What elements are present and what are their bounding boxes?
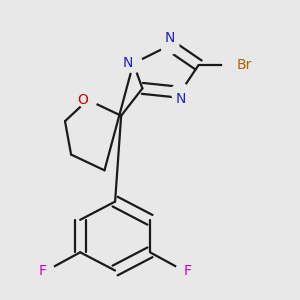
Text: O: O	[77, 93, 88, 107]
Circle shape	[79, 91, 97, 109]
Text: Br: Br	[236, 58, 252, 72]
Text: F: F	[39, 263, 47, 278]
Circle shape	[223, 51, 250, 79]
Circle shape	[160, 36, 179, 54]
Text: N: N	[175, 92, 185, 106]
Circle shape	[176, 263, 191, 278]
Text: N: N	[123, 56, 133, 70]
Circle shape	[171, 83, 190, 101]
Circle shape	[124, 54, 142, 73]
Text: F: F	[183, 263, 191, 278]
Circle shape	[39, 263, 54, 278]
Text: N: N	[164, 31, 175, 45]
